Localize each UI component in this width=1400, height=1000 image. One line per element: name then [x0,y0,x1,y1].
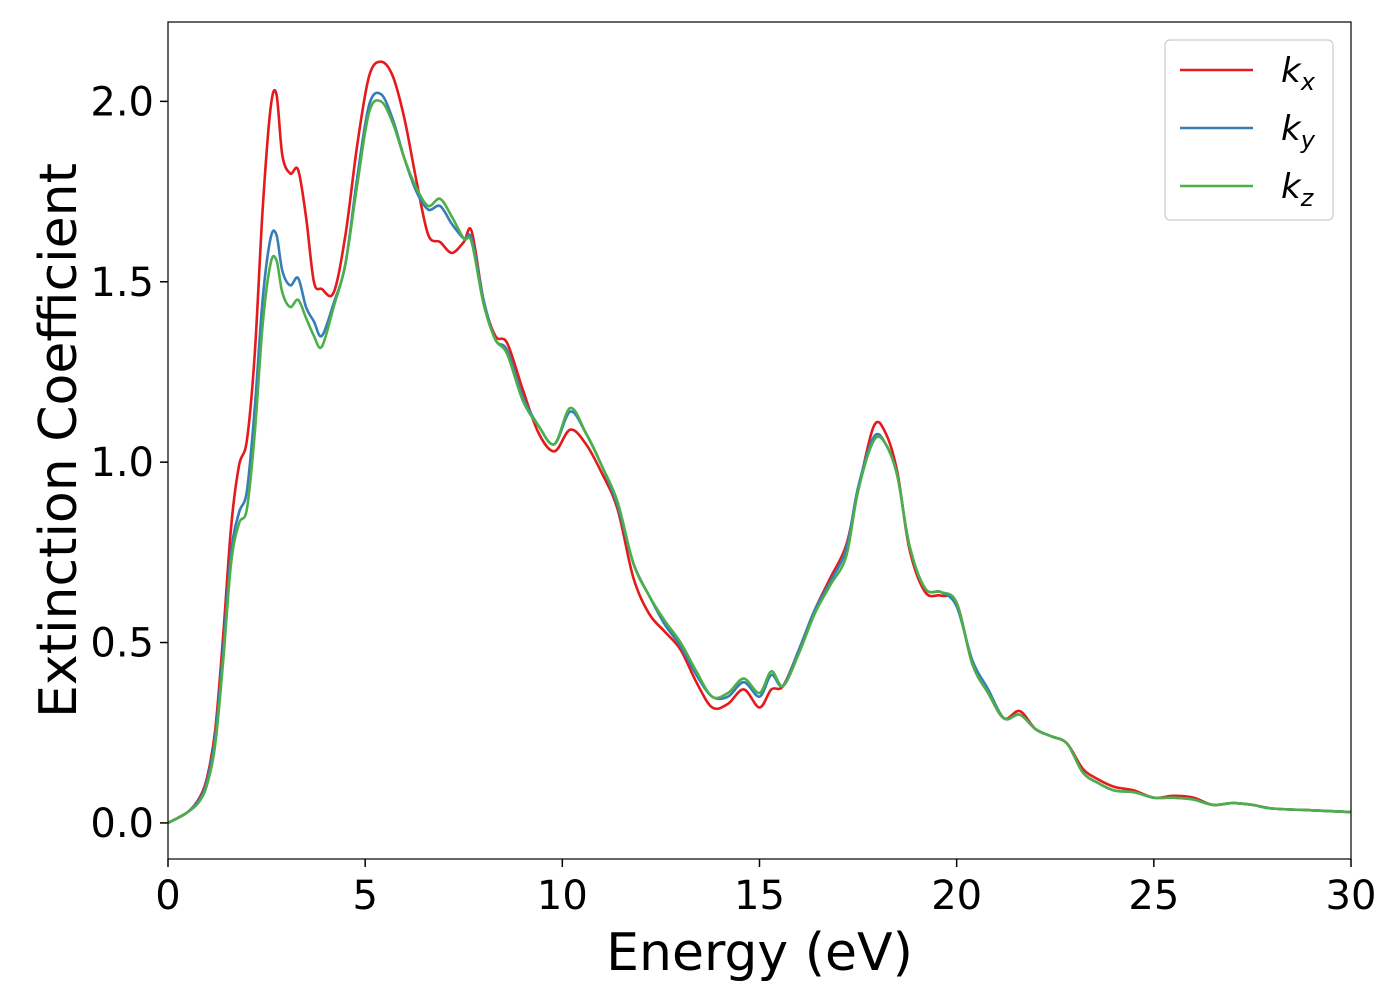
plot-lines [167,60,1352,825]
x-tick-label: 20 [931,873,982,919]
legend-label: kz [1281,167,1315,212]
y-tick-label: 2.0 [90,79,154,125]
legend: kx ky kz [1164,39,1334,221]
legend-box [1164,39,1334,221]
x-tick-label: 0 [155,873,180,919]
y-axis-label: Extinction Coefficient [29,163,89,718]
x-tick-label: 5 [352,873,377,919]
y-axis-ticks: 0.0 0.5 1.0 1.5 2.0 [90,79,168,847]
x-tick-label: 15 [734,873,785,919]
y-tick-label: 1.5 [90,260,154,306]
legend-label: kx [1281,51,1316,96]
x-axis-ticks: 0 5 10 15 20 25 30 [155,859,1376,919]
y-tick-label: 0.0 [90,801,154,847]
x-tick-label: 25 [1128,873,1179,919]
y-tick-label: 1.0 [90,440,154,486]
x-tick-label: 30 [1326,873,1377,919]
y-tick-label: 0.5 [90,621,154,667]
series-line-kz [167,99,1352,825]
legend-label: ky [1281,109,1316,154]
x-axis-label: Energy (eV) [606,923,913,983]
x-tick-label: 10 [537,873,588,919]
